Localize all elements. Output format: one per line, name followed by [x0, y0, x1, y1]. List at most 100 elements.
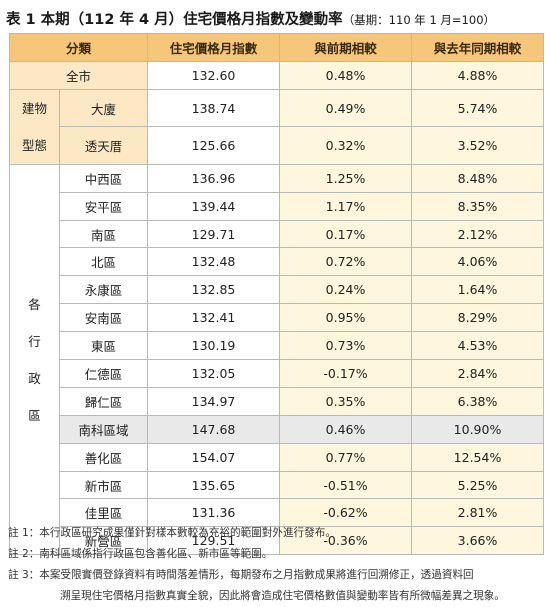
row-label: 南科區域: [58, 414, 149, 444]
mom-cell: 0.77%: [279, 442, 413, 472]
table-row-all-city: 全市 132.60 0.48% 4.88%: [8, 60, 545, 90]
table-row: 東區 130.19 0.73% 4.53%: [10, 331, 545, 361]
yoy-cell: 2.81%: [411, 498, 545, 528]
index-cell: 132.41: [147, 303, 281, 333]
yoy-cell: 3.66%: [411, 526, 545, 556]
row-label: 安平區: [58, 191, 149, 221]
mom-cell: 0.73%: [279, 331, 413, 361]
row-label: 新營區: [58, 526, 149, 556]
mom-cell: -0.36%: [279, 526, 413, 556]
group-label-line: 建物: [21, 100, 47, 116]
caption-main: 表 1 本期（112 年 4 月）住宅價格月指數及變動率: [6, 12, 343, 28]
footnote-continuation: 溯呈現住宅價格月指數真實全貌，因此將會造成住宅價格數值與變動率皆有所微幅差異之現…: [60, 590, 505, 602]
index-cell: 132.85: [147, 275, 281, 305]
header-category: 分類: [8, 33, 149, 62]
price-index-table: 分類 住宅價格月指數 與前期相較 與去年同期相較 全市 132.60 0.48%…: [8, 33, 545, 556]
mom-cell: -0.17%: [279, 359, 413, 388]
yoy-cell: 8.48%: [411, 163, 545, 193]
mom-cell: 0.24%: [279, 275, 413, 305]
header-index: 住宅價格月指數: [147, 33, 281, 62]
index-cell: 154.07: [147, 442, 281, 472]
mom-cell: 0.95%: [279, 303, 413, 333]
row-label: 佳里區: [58, 498, 149, 528]
footnote: 註 2：南科區域係指行政區包含善化區、新市區等範圍。: [8, 548, 273, 560]
footnotes: 註 1：本行政區研究成果僅針對樣本數較為充裕的範圍對外進行發布。 註 2：南科區…: [8, 523, 548, 607]
table-row: 南區 129.71 0.17% 2.12%: [10, 219, 545, 249]
table-row: 佳里區 131.36 -0.62% 2.81%: [10, 498, 545, 528]
yoy-cell: 6.38%: [411, 386, 545, 416]
mom-cell: 0.49%: [279, 88, 413, 128]
mom-cell: 1.25%: [279, 163, 413, 193]
index-cell: 129.51: [147, 526, 281, 556]
index-cell: 125.66: [147, 126, 281, 165]
table-row: 新市區 135.65 -0.51% 5.25%: [10, 470, 545, 500]
row-label: 北區: [58, 247, 149, 277]
mom-cell: 0.32%: [279, 126, 413, 165]
yoy-cell: 1.64%: [411, 275, 545, 305]
mom-cell: 0.48%: [279, 60, 413, 90]
index-cell: 136.96: [147, 163, 281, 193]
header-mom: 與前期相較: [279, 33, 413, 62]
yoy-cell: 4.06%: [411, 247, 545, 277]
yoy-cell: 4.88%: [411, 60, 545, 90]
table-row: 安南區 132.41 0.95% 8.29%: [10, 303, 545, 333]
table-row: 歸仁區 134.97 0.35% 6.38%: [10, 386, 545, 416]
footnote: 註 1：本行政區研究成果僅針對樣本數較為充裕的範圍對外進行發布。: [8, 527, 336, 539]
row-label: 新市區: [58, 470, 149, 500]
row-label: 東區: [58, 331, 149, 361]
yoy-cell: 12.54%: [411, 442, 545, 472]
group-label-line: 各: [28, 296, 41, 312]
row-label: 全市: [8, 60, 149, 90]
group-label-line: 區: [28, 407, 41, 423]
header-yoy: 與去年同期相較: [411, 33, 545, 62]
group-label-line: 型態: [21, 137, 47, 153]
yoy-cell: 5.25%: [411, 470, 545, 500]
index-cell: 138.74: [147, 88, 281, 128]
table-row: 各 行 政 區 中西區 136.96 1.25% 8.48%: [9, 163, 545, 556]
yoy-cell: 8.29%: [411, 303, 545, 333]
yoy-cell: 2.12%: [411, 219, 545, 249]
yoy-cell: 8.35%: [411, 191, 545, 221]
mom-cell: 0.35%: [279, 386, 413, 416]
yoy-cell: 10.90%: [411, 414, 545, 444]
table-caption: 表 1 本期（112 年 4 月）住宅價格月指數及變動率（基期：110 年 1 …: [6, 8, 546, 29]
mom-cell: 1.17%: [279, 191, 413, 221]
row-label: 永康區: [58, 275, 149, 305]
row-label: 安南區: [58, 303, 149, 333]
table-row: 善化區 154.07 0.77% 12.54%: [10, 442, 545, 472]
index-cell: 134.97: [147, 386, 281, 416]
table-row: 仁德區 132.05 -0.17% 2.84%: [10, 359, 545, 388]
caption-base-period: （基期：110 年 1 月=100）: [342, 13, 496, 27]
yoy-cell: 2.84%: [411, 359, 545, 388]
table-row: 透天厝 125.66 0.32% 3.52%: [10, 126, 545, 165]
yoy-cell: 5.74%: [411, 88, 545, 128]
row-label: 善化區: [58, 442, 149, 472]
row-label: 仁德區: [58, 359, 149, 388]
table-header-row: 分類 住宅價格月指數 與前期相較 與去年同期相較: [8, 33, 545, 62]
group-label-districts: 各 行 政 區: [9, 163, 60, 556]
table-row: 永康區 132.85 0.24% 1.64%: [10, 275, 545, 305]
row-label: 中西區: [58, 163, 149, 193]
mom-cell: 0.72%: [279, 247, 413, 277]
yoy-cell: 3.52%: [411, 126, 545, 165]
row-label: 透天厝: [58, 126, 149, 165]
index-cell: 132.48: [147, 247, 281, 277]
index-cell: 139.44: [147, 191, 281, 221]
group-label-line: 行: [28, 333, 41, 349]
index-cell: 132.05: [147, 359, 281, 388]
row-label: 南區: [58, 219, 149, 249]
table-row-highlighted: 南科區域 147.68 0.46% 10.90%: [10, 414, 545, 444]
index-cell: 147.68: [147, 414, 281, 444]
mom-cell: 0.17%: [279, 219, 413, 249]
index-cell: 135.65: [147, 470, 281, 500]
mom-cell: -0.51%: [279, 470, 413, 500]
table-row: 安平區 139.44 1.17% 8.35%: [10, 191, 545, 221]
row-label: 歸仁區: [58, 386, 149, 416]
group-label-line: 政: [28, 370, 41, 386]
table-row: 建物 型態 大廈 138.74 0.49% 5.74%: [9, 88, 545, 165]
footnote: 註 3：本案受限實價登錄資料有時間落差情形，每期發布之月指數成果將進行回溯修正，…: [8, 569, 474, 581]
index-cell: 129.71: [147, 219, 281, 249]
yoy-cell: 4.53%: [411, 331, 545, 361]
table-row: 北區 132.48 0.72% 4.06%: [10, 247, 545, 277]
